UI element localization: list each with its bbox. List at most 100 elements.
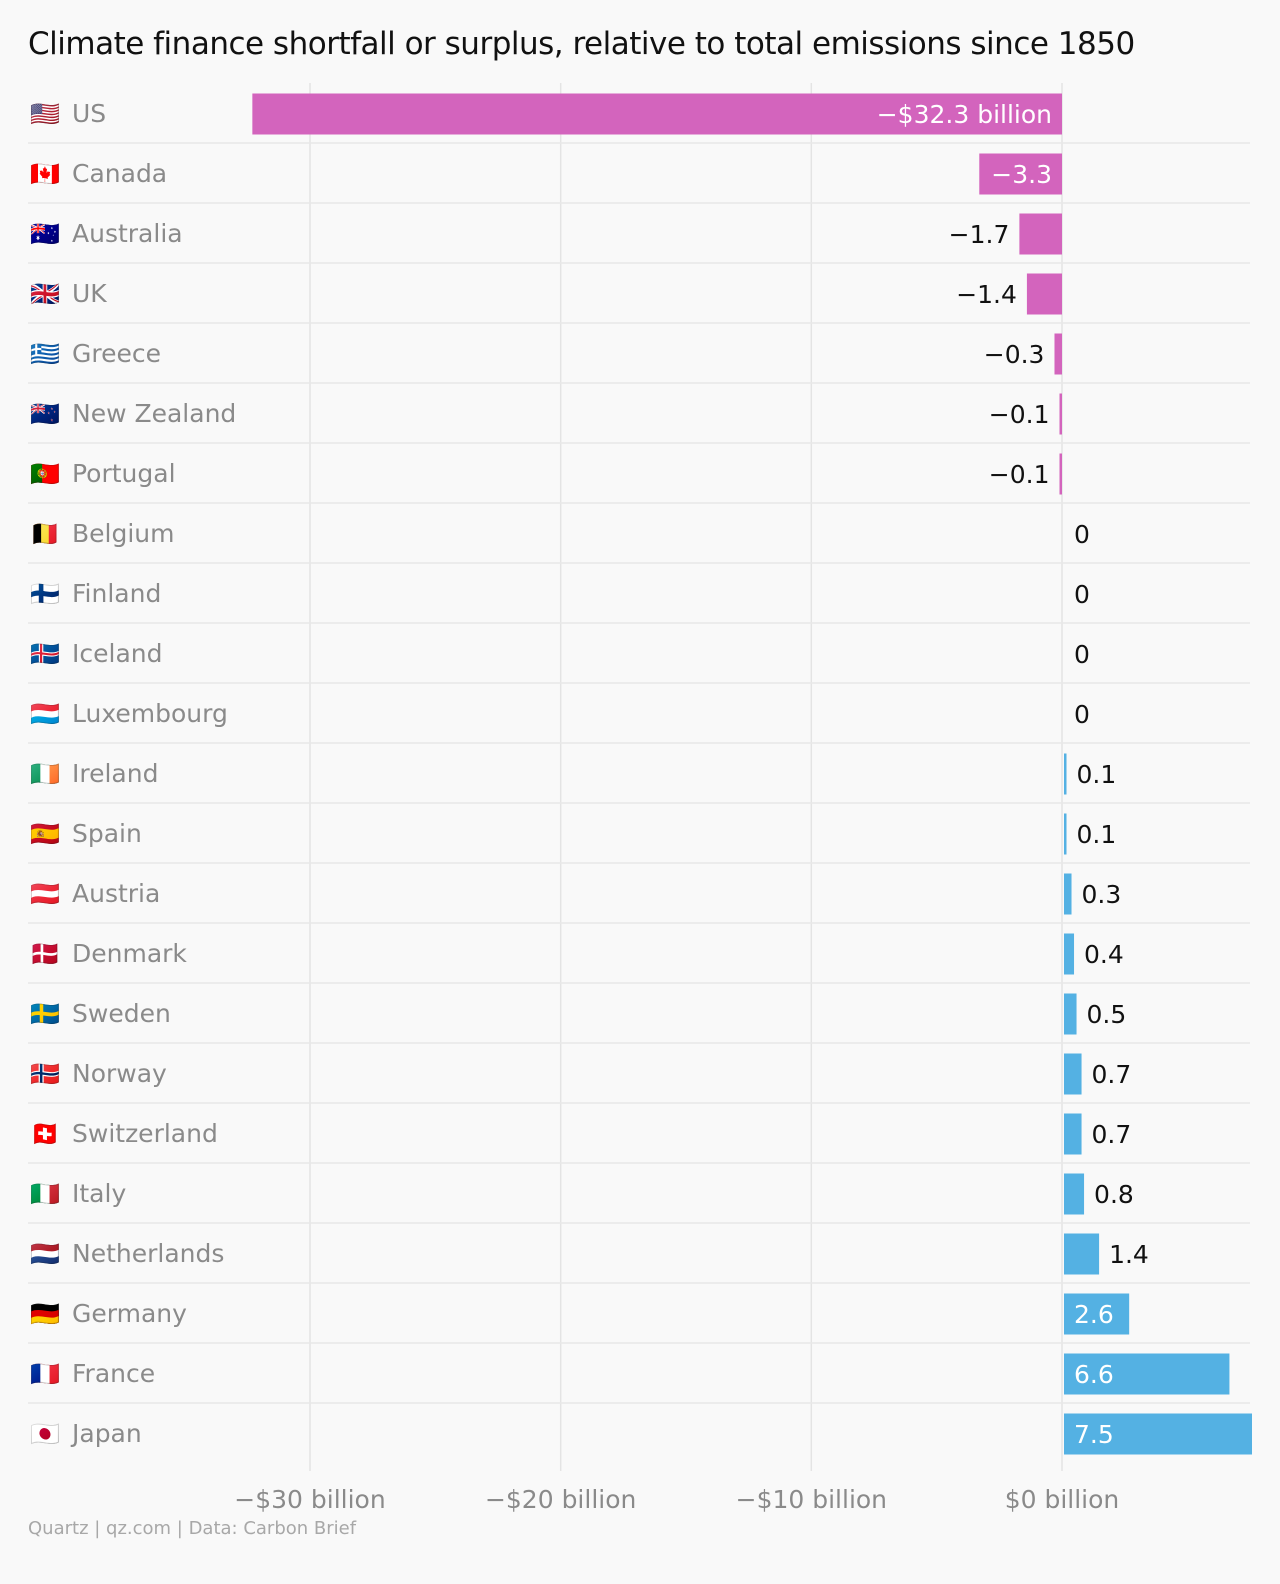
labels: 🇺🇸 US −$32.3 billion 🇨🇦 Canada −3.3 🇦🇺 Australi… (30, 99, 1149, 1449)
x-tick-label: −$30 billion (234, 1485, 385, 1514)
country-flag: 🇫🇮 (30, 580, 60, 608)
bar-austria (1064, 873, 1072, 915)
value-label: 0 (1074, 580, 1090, 609)
country-flag: 🇦🇹 (30, 880, 60, 908)
grid-lines (309, 83, 1063, 1471)
value-label: 0.3 (1082, 880, 1122, 909)
chart-title: Climate finance shortfall or surplus, re… (28, 26, 1135, 62)
bar-new-zealand (1059, 393, 1062, 435)
country-flag: 🇩🇰 (30, 940, 60, 968)
value-label: 0 (1074, 520, 1090, 549)
bar-germany (1064, 1293, 1130, 1335)
country-label: Australia (72, 219, 183, 248)
value-label: 2.6 (1074, 1300, 1114, 1329)
country-flag: 🇨🇦 (30, 160, 60, 188)
country-label: Iceland (72, 639, 162, 668)
source-credit: Quartz | qz.com | Data: Carbon Brief (28, 1518, 357, 1539)
country-label: Canada (72, 159, 167, 188)
bar-netherlands (1064, 1233, 1100, 1275)
value-label: 7.5 (1074, 1420, 1114, 1449)
country-label: Ireland (72, 759, 158, 788)
bar-greece (1054, 333, 1062, 375)
country-flag: 🇳🇿 (30, 400, 60, 428)
value-label: −$32.3 billion (877, 100, 1052, 129)
value-label: 6.6 (1074, 1360, 1114, 1389)
country-label: Finland (72, 579, 161, 608)
value-label: −1.4 (956, 280, 1017, 309)
country-flag: 🇮🇸 (30, 640, 60, 668)
country-flag: 🇱🇺 (30, 700, 60, 728)
value-label: 0.1 (1077, 820, 1117, 849)
bar-japan (1064, 1413, 1252, 1455)
country-label: Switzerland (72, 1119, 218, 1148)
country-flag: 🇯🇵 (30, 1420, 60, 1448)
value-label: 0.8 (1094, 1180, 1134, 1209)
country-label: Austria (72, 879, 160, 908)
country-label: Portugal (72, 459, 176, 488)
bar-france (1064, 1353, 1230, 1395)
country-label: France (72, 1359, 155, 1388)
value-label: −1.7 (949, 220, 1010, 249)
country-flag: 🇨🇭 (30, 1120, 60, 1148)
bar-uk (1026, 273, 1062, 315)
bar-ireland (1064, 753, 1067, 795)
value-label: 1.4 (1109, 1240, 1149, 1269)
value-label: 0.5 (1087, 1000, 1127, 1029)
country-flag: 🇪🇸 (30, 820, 60, 848)
value-label: 0.4 (1084, 940, 1124, 969)
value-label: 0.7 (1092, 1060, 1132, 1089)
country-flag: 🇧🇪 (30, 520, 60, 548)
bar-spain (1064, 813, 1067, 855)
value-label: 0 (1074, 700, 1090, 729)
country-label: Luxembourg (72, 699, 228, 728)
value-label: 0.7 (1092, 1120, 1132, 1149)
value-label: 0 (1074, 640, 1090, 669)
country-label: Spain (72, 819, 142, 848)
country-label: Italy (72, 1179, 126, 1208)
country-flag: 🇺🇸 (30, 100, 60, 128)
value-label: 0.1 (1077, 760, 1117, 789)
country-flag: 🇬🇧 (30, 280, 60, 308)
value-label: −0.1 (989, 400, 1050, 429)
country-flag: 🇸🇪 (30, 1000, 60, 1028)
country-label: Greece (72, 339, 161, 368)
country-flag: 🇮🇹 (30, 1180, 60, 1208)
country-flag: 🇩🇪 (30, 1300, 60, 1328)
value-label: −0.1 (989, 460, 1050, 489)
country-flag: 🇦🇺 (30, 220, 60, 248)
x-tick-label: −$10 billion (736, 1485, 887, 1514)
country-label: Sweden (72, 999, 171, 1028)
country-label: Belgium (72, 519, 175, 548)
row-dividers (28, 142, 1250, 1404)
country-label: Netherlands (72, 1239, 224, 1268)
bar-sweden (1064, 993, 1077, 1035)
bar-switzerland (1064, 1113, 1082, 1155)
country-flag: 🇳🇴 (30, 1060, 60, 1088)
bars (252, 93, 1252, 1455)
country-label: UK (72, 279, 107, 308)
country-flag: 🇬🇷 (30, 340, 60, 368)
country-flag: 🇵🇹 (30, 460, 60, 488)
country-label: Norway (72, 1059, 167, 1088)
country-label: New Zealand (72, 399, 236, 428)
x-tick-label: $0 billion (1005, 1485, 1120, 1514)
country-label: Germany (72, 1299, 187, 1328)
bar-portugal (1059, 453, 1062, 495)
bar-denmark (1064, 933, 1075, 975)
value-label: −3.3 (991, 160, 1052, 189)
bar-canada (979, 153, 1062, 195)
country-label: Denmark (72, 939, 187, 968)
x-axis: −$30 billion −$20 billion −$10 billion $0 b… (234, 1485, 1119, 1514)
bar-norway (1064, 1053, 1082, 1095)
country-flag: 🇳🇱 (30, 1240, 60, 1268)
country-label: Japan (70, 1419, 142, 1448)
x-tick-label: −$20 billion (485, 1485, 636, 1514)
bar-australia (1019, 213, 1062, 255)
country-flag: 🇮🇪 (30, 760, 60, 788)
bar-italy (1064, 1173, 1085, 1215)
country-label: US (72, 99, 106, 128)
country-flag: 🇫🇷 (30, 1360, 60, 1388)
bar-us (252, 93, 1062, 135)
value-label: −0.3 (984, 340, 1045, 369)
